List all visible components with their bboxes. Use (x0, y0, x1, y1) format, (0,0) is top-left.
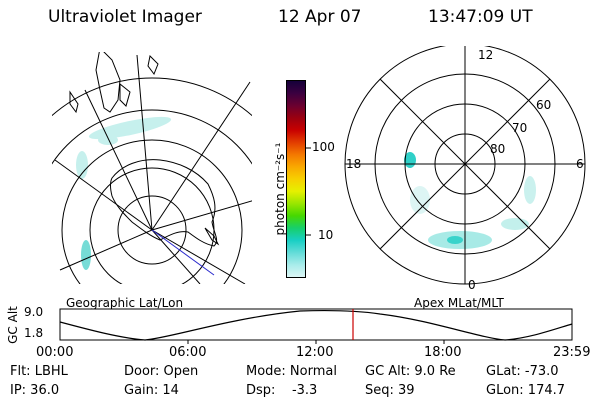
mlt-label-12: 12 (478, 48, 494, 62)
aurora-oval-geographic (76, 116, 172, 270)
door-info: Door: Open (124, 364, 199, 379)
timeline-y-tick-min: 1.8 (24, 326, 44, 340)
south-america-outline (95, 52, 121, 113)
aurora-oval-apex (404, 152, 536, 249)
colorbar (286, 80, 306, 278)
timeline-x-tick-0000: 00:00 (36, 345, 74, 360)
mlt-label-6: 6 (576, 157, 584, 171)
dsp-info: Dsp: -3.3 (246, 383, 318, 398)
colorbar-tick-100: 100 (312, 140, 335, 154)
gc-alt-info: GC Alt: 9.0 Re (365, 364, 456, 379)
mode-info: Mode: Normal (246, 364, 337, 379)
glon-info: GLon: 174.7 (486, 383, 566, 398)
mlt-label-0: 0 (468, 278, 476, 292)
gain-info: Gain: 14 (124, 383, 179, 398)
ip-info: IP: 36.0 (10, 383, 60, 398)
geographic-panel-label: Geographic Lat/Lon (66, 296, 184, 310)
seq-info: Seq: 39 (365, 383, 415, 398)
timeline-x-tick-1200: 12:00 (296, 345, 334, 360)
apex-polar-plot (344, 46, 586, 285)
mlt-label-18: 18 (346, 157, 362, 171)
glat-info: GLat: -73.0 (486, 364, 559, 379)
colorbar-unit-label: photon cm⁻²s⁻¹ (273, 142, 287, 236)
timeline-y-axis-label: GC Alt (6, 306, 20, 344)
mlat-label-80: 80 (490, 142, 506, 156)
mlat-label-60: 60 (536, 98, 552, 112)
altitude-curve (59, 310, 573, 341)
colorbar-tick-10: 10 (318, 228, 334, 242)
filter-info: Flt: LBHL (10, 364, 68, 379)
antarctica-outline (110, 159, 218, 247)
timeline-x-tick-0600: 06:00 (169, 345, 207, 360)
mlat-label-70: 70 (512, 121, 528, 135)
apex-panel-label: Apex MLat/MLT (414, 296, 504, 310)
spacecraft-track (151, 229, 215, 276)
geographic-map (52, 52, 252, 284)
colorbar-ticks (306, 147, 311, 236)
date-label: 12 Apr 07 (278, 7, 362, 27)
timeline-x-tick-1800: 18:00 (424, 345, 462, 360)
timeline-x-tick-2359: 23:59 (553, 345, 591, 360)
timeline-y-tick-max: 9.0 (24, 305, 44, 319)
colorbar-gradient (287, 81, 305, 277)
altitude-timeline (59, 308, 573, 344)
time-label: 13:47:09 UT (428, 7, 533, 27)
instrument-title: Ultraviolet Imager (48, 7, 202, 27)
